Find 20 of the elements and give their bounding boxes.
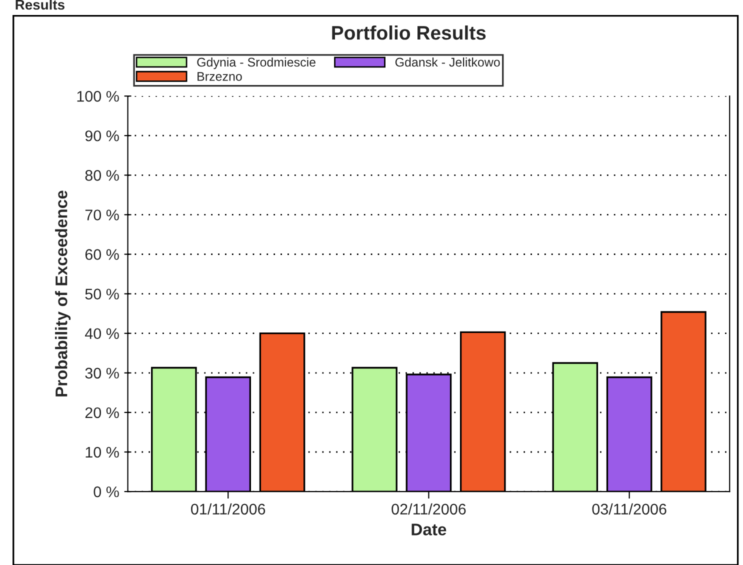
- y-tick-label: 60 %: [85, 249, 119, 260]
- y-tick-label: 90 %: [85, 130, 119, 142]
- legend-label: Brzezno: [198, 72, 242, 81]
- y-tick-label: 50 %: [85, 288, 119, 300]
- y-tick-label: 80 %: [85, 170, 119, 181]
- legend-label: Gdansk - Jelitkowo: [395, 57, 500, 67]
- y-tick-label: 70 %: [85, 210, 119, 220]
- y-tick-label: 40 %: [84, 328, 119, 340]
- x-axis-title: Date: [412, 524, 446, 536]
- y-tick-label: 20 %: [85, 407, 119, 418]
- y-tick-label: 10 %: [86, 446, 119, 458]
- y-tick-label: 100 %: [77, 90, 119, 102]
- chart-title: Portfolio Results: [332, 25, 486, 40]
- x-tick-label: 03/11/2006: [592, 503, 666, 515]
- x-tick-label: 01/11/2006: [191, 503, 266, 515]
- y-tick-label: 0 %: [94, 486, 119, 498]
- legend-label: Gdynia - Srodmiescie: [197, 57, 316, 70]
- y-axis-title: Probability of Exceedence: [55, 190, 71, 396]
- x-tick-label: 02/11/2006: [392, 503, 466, 515]
- y-tick-label: 30 %: [85, 368, 119, 379]
